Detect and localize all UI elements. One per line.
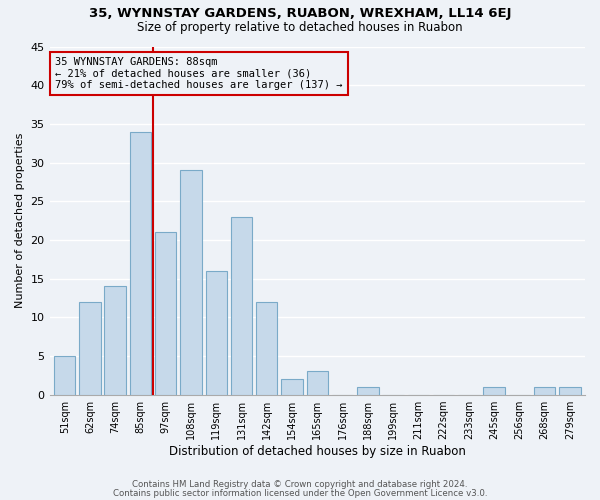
Bar <box>155 232 176 394</box>
Text: Contains HM Land Registry data © Crown copyright and database right 2024.: Contains HM Land Registry data © Crown c… <box>132 480 468 489</box>
Bar <box>79 302 101 394</box>
Bar <box>307 372 328 394</box>
Bar <box>130 132 151 394</box>
X-axis label: Distribution of detached houses by size in Ruabon: Distribution of detached houses by size … <box>169 444 466 458</box>
Y-axis label: Number of detached properties: Number of detached properties <box>15 133 25 308</box>
Bar <box>206 271 227 394</box>
Bar <box>256 302 277 394</box>
Bar <box>231 216 252 394</box>
Text: Size of property relative to detached houses in Ruabon: Size of property relative to detached ho… <box>137 21 463 34</box>
Bar <box>180 170 202 394</box>
Bar <box>484 387 505 394</box>
Text: 35 WYNNSTAY GARDENS: 88sqm
← 21% of detached houses are smaller (36)
79% of semi: 35 WYNNSTAY GARDENS: 88sqm ← 21% of deta… <box>55 57 343 90</box>
Bar <box>54 356 76 395</box>
Bar <box>559 387 581 394</box>
Bar <box>104 286 126 395</box>
Bar <box>357 387 379 394</box>
Text: Contains public sector information licensed under the Open Government Licence v3: Contains public sector information licen… <box>113 488 487 498</box>
Bar <box>534 387 556 394</box>
Text: 35, WYNNSTAY GARDENS, RUABON, WREXHAM, LL14 6EJ: 35, WYNNSTAY GARDENS, RUABON, WREXHAM, L… <box>89 8 511 20</box>
Bar <box>281 379 303 394</box>
